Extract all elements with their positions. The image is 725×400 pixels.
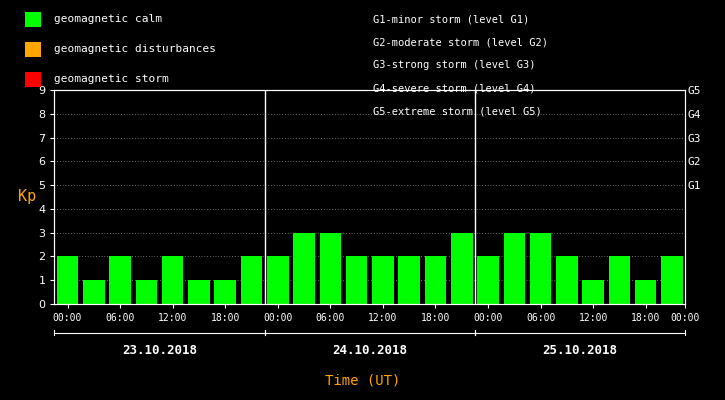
Text: Time (UT): Time (UT) [325, 374, 400, 388]
Bar [162, 256, 183, 304]
Text: G5-extreme storm (level G5): G5-extreme storm (level G5) [373, 107, 542, 117]
Bar [582, 280, 604, 304]
Bar [267, 256, 289, 304]
Bar [504, 233, 525, 304]
Bar [57, 256, 78, 304]
Bar [635, 280, 656, 304]
Bar [451, 233, 473, 304]
Bar [372, 256, 394, 304]
Bar [609, 256, 630, 304]
Bar [241, 256, 262, 304]
Bar [556, 256, 578, 304]
Bar [188, 280, 210, 304]
Text: geomagnetic disturbances: geomagnetic disturbances [54, 44, 216, 54]
Text: G4-severe storm (level G4): G4-severe storm (level G4) [373, 84, 536, 94]
Text: 23.10.2018: 23.10.2018 [122, 344, 197, 358]
Text: 25.10.2018: 25.10.2018 [542, 344, 618, 358]
Text: geomagnetic calm: geomagnetic calm [54, 14, 162, 24]
Bar [425, 256, 446, 304]
Text: G2-moderate storm (level G2): G2-moderate storm (level G2) [373, 37, 548, 47]
Text: G1-minor storm (level G1): G1-minor storm (level G1) [373, 14, 530, 24]
Bar [215, 280, 236, 304]
Bar [136, 280, 157, 304]
Bar [346, 256, 368, 304]
Bar [83, 280, 104, 304]
Bar [109, 256, 130, 304]
Bar [530, 233, 551, 304]
Bar [661, 256, 683, 304]
Text: geomagnetic storm: geomagnetic storm [54, 74, 169, 84]
Bar [399, 256, 420, 304]
Bar [320, 233, 341, 304]
Bar [477, 256, 499, 304]
Bar [294, 233, 315, 304]
Text: 24.10.2018: 24.10.2018 [332, 344, 407, 358]
Text: G3-strong storm (level G3): G3-strong storm (level G3) [373, 60, 536, 70]
Y-axis label: Kp: Kp [18, 190, 36, 204]
